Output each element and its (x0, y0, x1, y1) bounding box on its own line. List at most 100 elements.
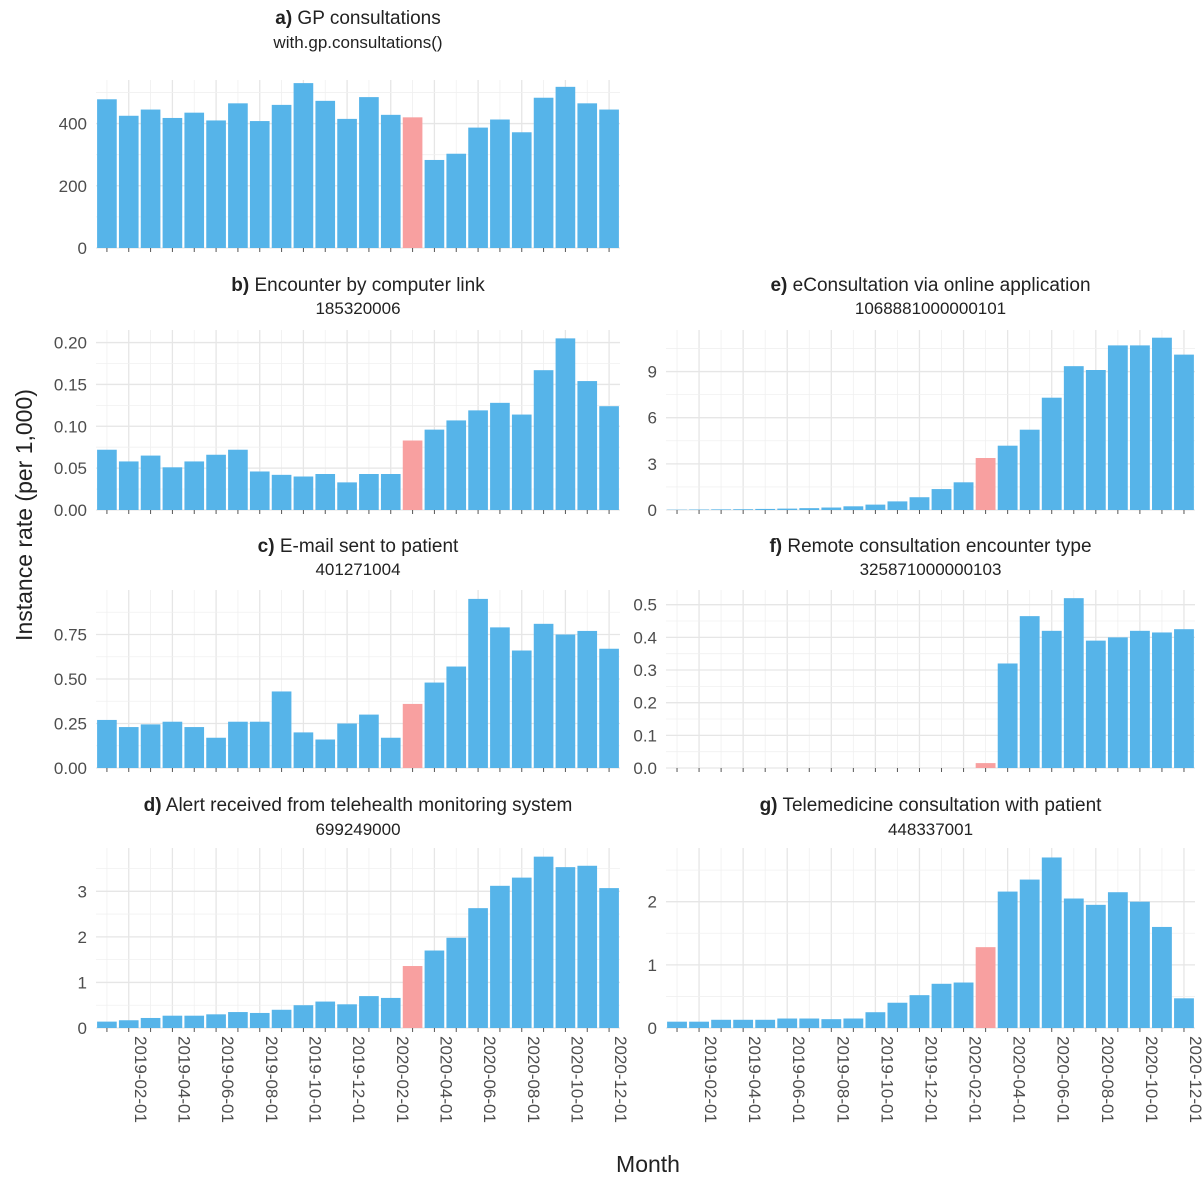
y-tick-label: 0.00 (54, 759, 87, 778)
x-tick-label: 2020-04-01 (436, 1036, 455, 1123)
x-tick-label: 2019-10-01 (305, 1036, 324, 1123)
panel-title-text: eConsultation via online application (787, 275, 1090, 296)
bar-d-2020-11-01 (577, 865, 598, 1028)
y-tick-label: 9 (648, 363, 657, 382)
panel-c: 0.00 0.25 0.50 0.75 c) E-mail sent to patien… (54, 536, 620, 778)
bar-d-2019-11-01 (315, 1001, 336, 1028)
bar-e-2019-03-01 (711, 509, 732, 510)
bar-f-2020-05-01 (1019, 616, 1040, 768)
bar-f-2020-09-01 (1107, 637, 1128, 768)
y-tick-label: 0.50 (54, 670, 87, 689)
bar-g-2019-09-01 (843, 1018, 864, 1028)
bar-d-2019-12-01 (337, 1004, 357, 1028)
panel-subtitle: 325871000000103 (860, 560, 1002, 579)
panel-title: a) GP consultations (275, 8, 440, 29)
y-tick-label: 0.15 (54, 375, 87, 394)
panel-title: c) E-mail sent to patient (258, 536, 459, 557)
bar-d-2019-01-01 (97, 1021, 117, 1028)
bar-c-2019-11-01 (315, 739, 336, 768)
x-tick-label: 2020-12-01 (611, 1036, 630, 1123)
bar-c-2020-08-01 (511, 650, 532, 768)
bar-b-2019-11-01 (315, 474, 336, 510)
bar-c-2019-01-01 (97, 719, 117, 768)
panel-title-text: Encounter by computer link (249, 275, 485, 296)
bar-f-2020-12-01 (1174, 629, 1194, 768)
y-tick-label: 0 (78, 239, 87, 258)
bar-c-2020-11-01 (577, 630, 598, 768)
y-tick-label: 200 (59, 177, 87, 196)
panel-subtitle: 699249000 (315, 820, 400, 839)
panel-tag: f) (769, 536, 782, 557)
bar-c-2020-01-01 (359, 714, 379, 768)
bar-c-2020-10-01 (555, 634, 576, 768)
bar-b-2020-02-01 (380, 474, 401, 510)
y-tick-label: 0.3 (633, 661, 657, 680)
x-tick-label: 2019-06-01 (789, 1036, 808, 1123)
panel-tag: e) (770, 275, 787, 296)
bar-a-2020-10-01 (555, 86, 576, 248)
x-tick-label: 2019-08-01 (833, 1036, 852, 1123)
bar-g-2019-06-01 (777, 1018, 798, 1028)
bar-d-2020-01-01 (359, 996, 379, 1028)
bar-e-2019-04-01 (733, 509, 754, 510)
bar-d-2020-04-01 (424, 950, 445, 1028)
bar-c-2019-10-01 (293, 732, 314, 768)
bar-f-2020-08-01 (1085, 640, 1106, 768)
panel-title-text: GP consultations (292, 8, 441, 29)
bar-e-2019-12-01 (909, 497, 930, 510)
panel-tag: b) (231, 275, 249, 296)
bar-a-2019-07-01 (228, 103, 248, 248)
bar-c-2019-12-01 (337, 723, 357, 768)
bar-g-2019-08-01 (821, 1019, 842, 1028)
bar-c-2019-07-01 (228, 721, 248, 768)
bar-f-2020-03-01 (975, 763, 996, 768)
bar-a-2020-11-01 (577, 103, 598, 248)
y-tick-label: 6 (648, 409, 657, 428)
bar-a-2019-11-01 (315, 100, 336, 248)
bar-g-2020-03-01 (975, 947, 996, 1028)
bar-c-2020-03-01 (402, 703, 423, 768)
bar-a-2020-12-01 (599, 109, 619, 248)
bar-g-2019-12-01 (909, 995, 930, 1028)
bar-d-2019-06-01 (206, 1014, 226, 1028)
bar-b-2019-01-01 (97, 449, 117, 510)
bar-e-2019-05-01 (755, 508, 776, 510)
bar-e-2020-05-01 (1019, 429, 1040, 510)
bar-c-2020-06-01 (468, 598, 488, 768)
bar-e-2020-09-01 (1107, 345, 1128, 510)
bar-g-2020-12-01 (1174, 998, 1194, 1028)
bar-b-2019-03-01 (140, 455, 161, 510)
bar-b-2020-01-01 (359, 474, 379, 510)
bar-a-2020-02-01 (380, 114, 401, 248)
bar-d-2019-05-01 (184, 1015, 205, 1028)
x-tick-label: 2020-08-01 (1098, 1036, 1117, 1123)
bar-a-2019-09-01 (271, 104, 292, 248)
x-tick-label: 2019-02-01 (131, 1036, 150, 1123)
bar-b-2019-12-01 (337, 482, 357, 510)
bar-f-2020-11-01 (1152, 632, 1172, 768)
panel-d: 0 1 2 3 2019-02-01 2019-04-01 2019-06-01 2019-0… (78, 795, 631, 1123)
bar-c-2020-09-01 (533, 623, 554, 768)
bar-d-2019-04-01 (162, 1015, 183, 1028)
bar-c-2020-12-01 (599, 648, 619, 768)
x-tick-label: 2020-12-01 (1186, 1036, 1202, 1123)
bar-e-2019-11-01 (887, 501, 908, 510)
bar-e-2020-06-01 (1041, 397, 1062, 510)
bar-d-2020-02-01 (380, 997, 401, 1028)
bar-g-2020-06-01 (1041, 857, 1062, 1028)
panel-b: 0.00 0.05 0.10 0.15 0.20 b) Encounter by comp… (54, 275, 620, 520)
panel-title: f) Remote consultation encounter type (769, 536, 1091, 557)
bar-d-2020-05-01 (446, 937, 467, 1028)
bar-d-2019-09-01 (271, 1009, 292, 1028)
panel-title-text: Alert received from telehealth monitorin… (162, 795, 573, 816)
panel-tag: d) (144, 795, 162, 816)
panel-tag: c) (258, 536, 275, 557)
x-tick-label: 2019-02-01 (701, 1036, 720, 1123)
bar-a-2019-08-01 (249, 121, 270, 248)
bar-g-2019-04-01 (733, 1019, 754, 1028)
bar-a-2020-01-01 (359, 97, 379, 248)
y-tick-label: 0.75 (54, 626, 87, 645)
bar-e-2019-08-01 (821, 507, 842, 510)
bar-e-2020-07-01 (1063, 366, 1084, 510)
bar-f-2020-04-01 (997, 663, 1018, 768)
